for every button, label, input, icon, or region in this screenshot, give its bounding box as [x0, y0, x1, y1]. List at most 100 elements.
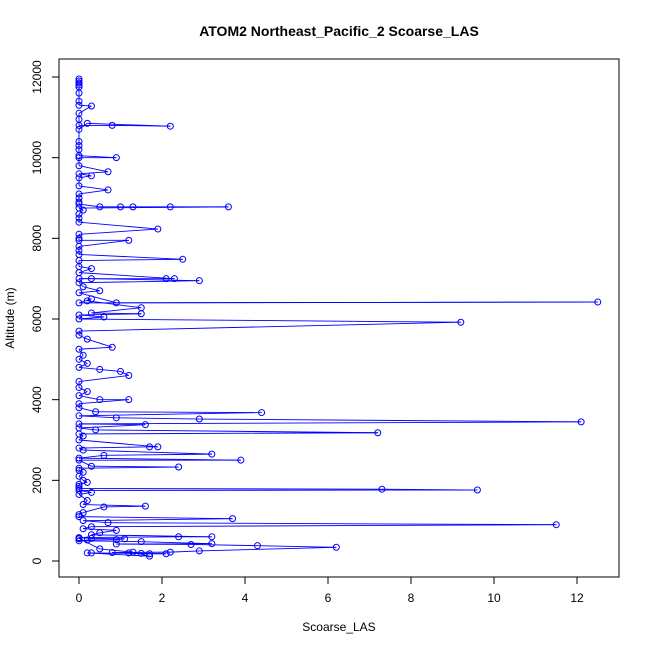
series-line-segment [199, 418, 582, 423]
data-point [166, 203, 174, 211]
y-tick-label: 6000 [30, 305, 44, 332]
data-point [108, 343, 116, 351]
series-line-segment [78, 318, 461, 323]
data-point [75, 89, 83, 97]
series-line-segment [78, 258, 183, 261]
data-point [75, 537, 83, 545]
series-line-segment [78, 433, 84, 437]
data-point [125, 371, 133, 379]
data-point [112, 299, 120, 307]
series-line-segment [78, 536, 179, 539]
data-point [137, 549, 145, 557]
data-point [175, 533, 183, 541]
data-point [594, 298, 602, 306]
series-line-segment [78, 173, 92, 177]
series-line-segment [78, 272, 175, 280]
data-point [87, 534, 95, 542]
series-line-segment [78, 334, 88, 340]
series-line-segment [78, 459, 92, 467]
data-point [195, 547, 203, 555]
data-point [332, 543, 340, 551]
series-line-segment [78, 421, 582, 425]
series-line-segment [78, 346, 113, 350]
data-point [154, 225, 162, 233]
series-line-segment [78, 423, 146, 426]
data-point [104, 186, 112, 194]
data-point [237, 456, 245, 464]
series-line-segment [95, 411, 262, 414]
series-line-segment [108, 522, 557, 526]
data-point [208, 533, 216, 541]
data-point [166, 122, 174, 130]
data-point [79, 468, 87, 476]
data-point [75, 456, 83, 464]
data-point [208, 540, 216, 548]
series-line-segment [78, 466, 179, 469]
y-tick-label: 12000 [30, 60, 44, 94]
series-line-segment [78, 185, 109, 191]
data-point [208, 450, 216, 458]
series-line-segment [78, 280, 200, 284]
series-line-segment [78, 105, 92, 114]
data-point [75, 513, 83, 521]
series-line-segment [78, 439, 158, 448]
series-line-segment [99, 548, 133, 553]
data-point [224, 203, 232, 211]
data-point [75, 125, 83, 133]
series-line-segment [78, 494, 88, 501]
data-point [175, 463, 183, 471]
series-line-segment [199, 546, 337, 552]
data-point [83, 388, 91, 396]
series-line-segment [78, 175, 92, 179]
data-point [87, 275, 95, 283]
data-point [79, 446, 87, 454]
data-point [75, 511, 83, 519]
data-point [137, 310, 145, 318]
series-line-segment [78, 395, 100, 401]
data-point [79, 525, 87, 533]
data-point [87, 549, 95, 557]
series-line-segment [83, 518, 233, 522]
series-line-segment [78, 446, 150, 449]
series-line-segment [78, 424, 146, 429]
x-tick-label: 0 [76, 591, 83, 605]
data-point [108, 121, 116, 129]
series-line-segment [78, 171, 109, 175]
data-point [473, 486, 481, 494]
series-line-segment [116, 417, 200, 420]
data-point [75, 412, 83, 420]
series-line-segment [78, 221, 158, 230]
data-point [378, 485, 386, 493]
data-point [75, 279, 83, 287]
series-line-segment [78, 491, 92, 495]
data-point [87, 295, 95, 303]
data-point [87, 531, 95, 539]
series-line-segment [91, 552, 167, 555]
x-axis: 0 2 4 6 8 10 12 [76, 576, 584, 605]
data-point [75, 275, 83, 283]
data-point [75, 246, 83, 254]
data-point [87, 462, 95, 470]
data-point [141, 421, 149, 429]
plot-frame [58, 58, 620, 578]
data-point [75, 182, 83, 190]
series-line-segment [103, 453, 212, 456]
series-line-segment [83, 504, 146, 507]
data-point [79, 509, 87, 517]
data-point [87, 523, 95, 531]
data-point [146, 550, 154, 558]
data-point [75, 436, 83, 444]
data-point [75, 404, 83, 412]
data-point [83, 549, 91, 557]
series-line-segment [82, 479, 88, 483]
data-point [100, 503, 108, 511]
data-point [83, 497, 91, 504]
data-point [75, 482, 83, 490]
data-point [112, 414, 120, 422]
data-point [125, 236, 133, 244]
data-point [125, 396, 133, 404]
series-line-segment [78, 538, 100, 550]
y-tick-label: 8000 [30, 225, 44, 252]
data-point [75, 170, 83, 178]
